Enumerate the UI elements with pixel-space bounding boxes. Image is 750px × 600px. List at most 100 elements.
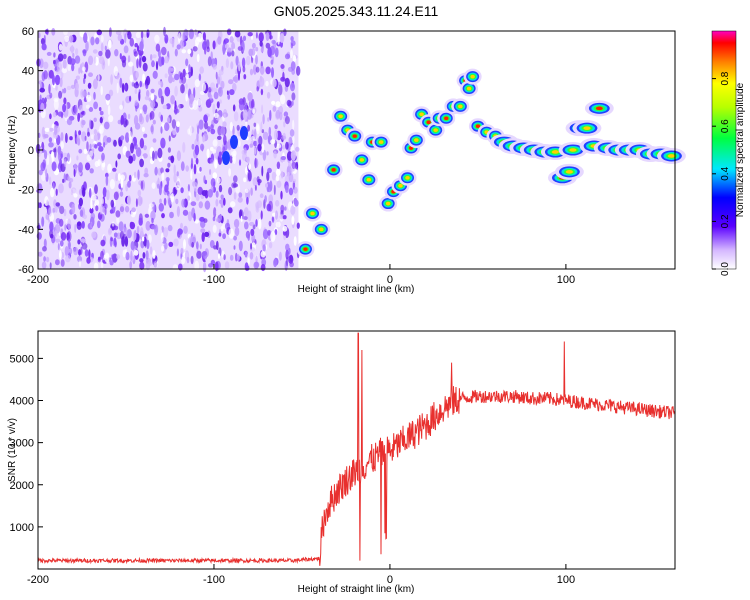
ridge-peak (407, 132, 426, 149)
noise-blob (75, 48, 79, 56)
noise-blob (173, 164, 176, 175)
noise-blob (195, 193, 200, 202)
noise-blob (276, 161, 281, 170)
noise-blob (121, 83, 125, 93)
noise-blob (207, 126, 211, 133)
noise-blob (161, 245, 165, 252)
noise-blob (222, 223, 226, 230)
noise-blob (49, 127, 54, 132)
noise-blob (143, 106, 147, 115)
noise-blob (127, 180, 131, 188)
snr-ytick-label: 3000 (10, 438, 34, 450)
noise-blob (145, 220, 151, 231)
noise-blob (158, 88, 163, 99)
noise-blob (95, 205, 99, 212)
noise-blob (180, 187, 184, 194)
noise-blob (244, 251, 248, 258)
noise-blob (104, 252, 110, 264)
noise-blob (161, 225, 164, 231)
noise-blob (93, 56, 97, 64)
noise-blob (274, 229, 278, 236)
ridge-peak (331, 108, 350, 125)
noise-blob (88, 107, 94, 112)
noise-blob (145, 250, 149, 260)
noise-hotspot (222, 151, 230, 165)
noise-blob (145, 75, 151, 86)
noise-blob (186, 73, 189, 80)
noise-blob (215, 240, 219, 251)
noise-blob (93, 134, 98, 142)
noise-blob (200, 228, 206, 234)
noise-blob (126, 195, 132, 206)
noise-blob (261, 104, 264, 114)
noise-blob (44, 97, 47, 103)
noise-blob (283, 111, 289, 117)
noise-blob (133, 249, 139, 256)
noise-blob (51, 161, 57, 172)
noise-blob (175, 198, 179, 205)
noise-blob (50, 233, 54, 239)
noise-blob (231, 182, 237, 189)
noise-blob (76, 155, 79, 161)
noise-blob (273, 258, 278, 268)
noise-blob (48, 137, 53, 143)
noise-blob (164, 184, 169, 193)
noise-blob (49, 262, 52, 269)
noise-blob (275, 221, 281, 228)
noise-blob (212, 63, 217, 70)
noise-blob (249, 221, 255, 227)
noise-blob (57, 53, 64, 62)
noise-blob (71, 105, 77, 116)
noise-blob (90, 198, 93, 210)
noise-blob (97, 220, 101, 229)
noise-blob (161, 56, 165, 66)
noise-blob (69, 136, 73, 141)
noise-blob (85, 162, 91, 171)
noise-blob (216, 177, 221, 184)
noise-blob (177, 32, 181, 44)
noise-blob (288, 136, 293, 144)
noise-blob (227, 207, 233, 214)
noise-blob (242, 109, 248, 121)
noise-blob (218, 86, 223, 97)
noise-blob (83, 73, 87, 80)
noise-blob (82, 187, 86, 198)
noise-blob (210, 124, 214, 131)
noise-blob (78, 148, 83, 154)
noise-blob (113, 232, 118, 238)
noise-blob (233, 74, 239, 83)
noise-blob (75, 75, 80, 80)
noise-blob (81, 66, 86, 72)
noise-blob (138, 115, 145, 125)
noise-blob (140, 227, 144, 238)
noise-blob (137, 195, 143, 207)
noise-blob (223, 134, 227, 146)
noise-blob (249, 143, 254, 148)
noise-blob (218, 69, 224, 76)
noise-blob (218, 151, 222, 159)
noise-blob (70, 45, 74, 54)
noise-blob (282, 144, 285, 150)
noise-blob (160, 232, 164, 243)
noise-blob (132, 153, 136, 162)
noise-blob (67, 234, 70, 241)
ridge-core (458, 104, 463, 109)
noise-blob (119, 77, 123, 89)
noise-blob (168, 135, 171, 142)
noise-blob (77, 112, 80, 122)
noise-blob (161, 172, 165, 181)
noise-blob (190, 66, 193, 77)
noise-blob (275, 109, 281, 119)
noise-blob (265, 32, 270, 42)
noise-blob (255, 32, 258, 39)
noise-blob (97, 142, 102, 147)
noise-blob (187, 195, 191, 201)
noise-blob (185, 93, 188, 102)
noise-blob (94, 184, 98, 195)
noise-blob (107, 105, 111, 116)
noise-blob (233, 111, 239, 122)
noise-blob (226, 90, 229, 95)
noise-blob (260, 46, 264, 53)
noise-blob (269, 109, 272, 121)
noise-blob (67, 247, 73, 255)
